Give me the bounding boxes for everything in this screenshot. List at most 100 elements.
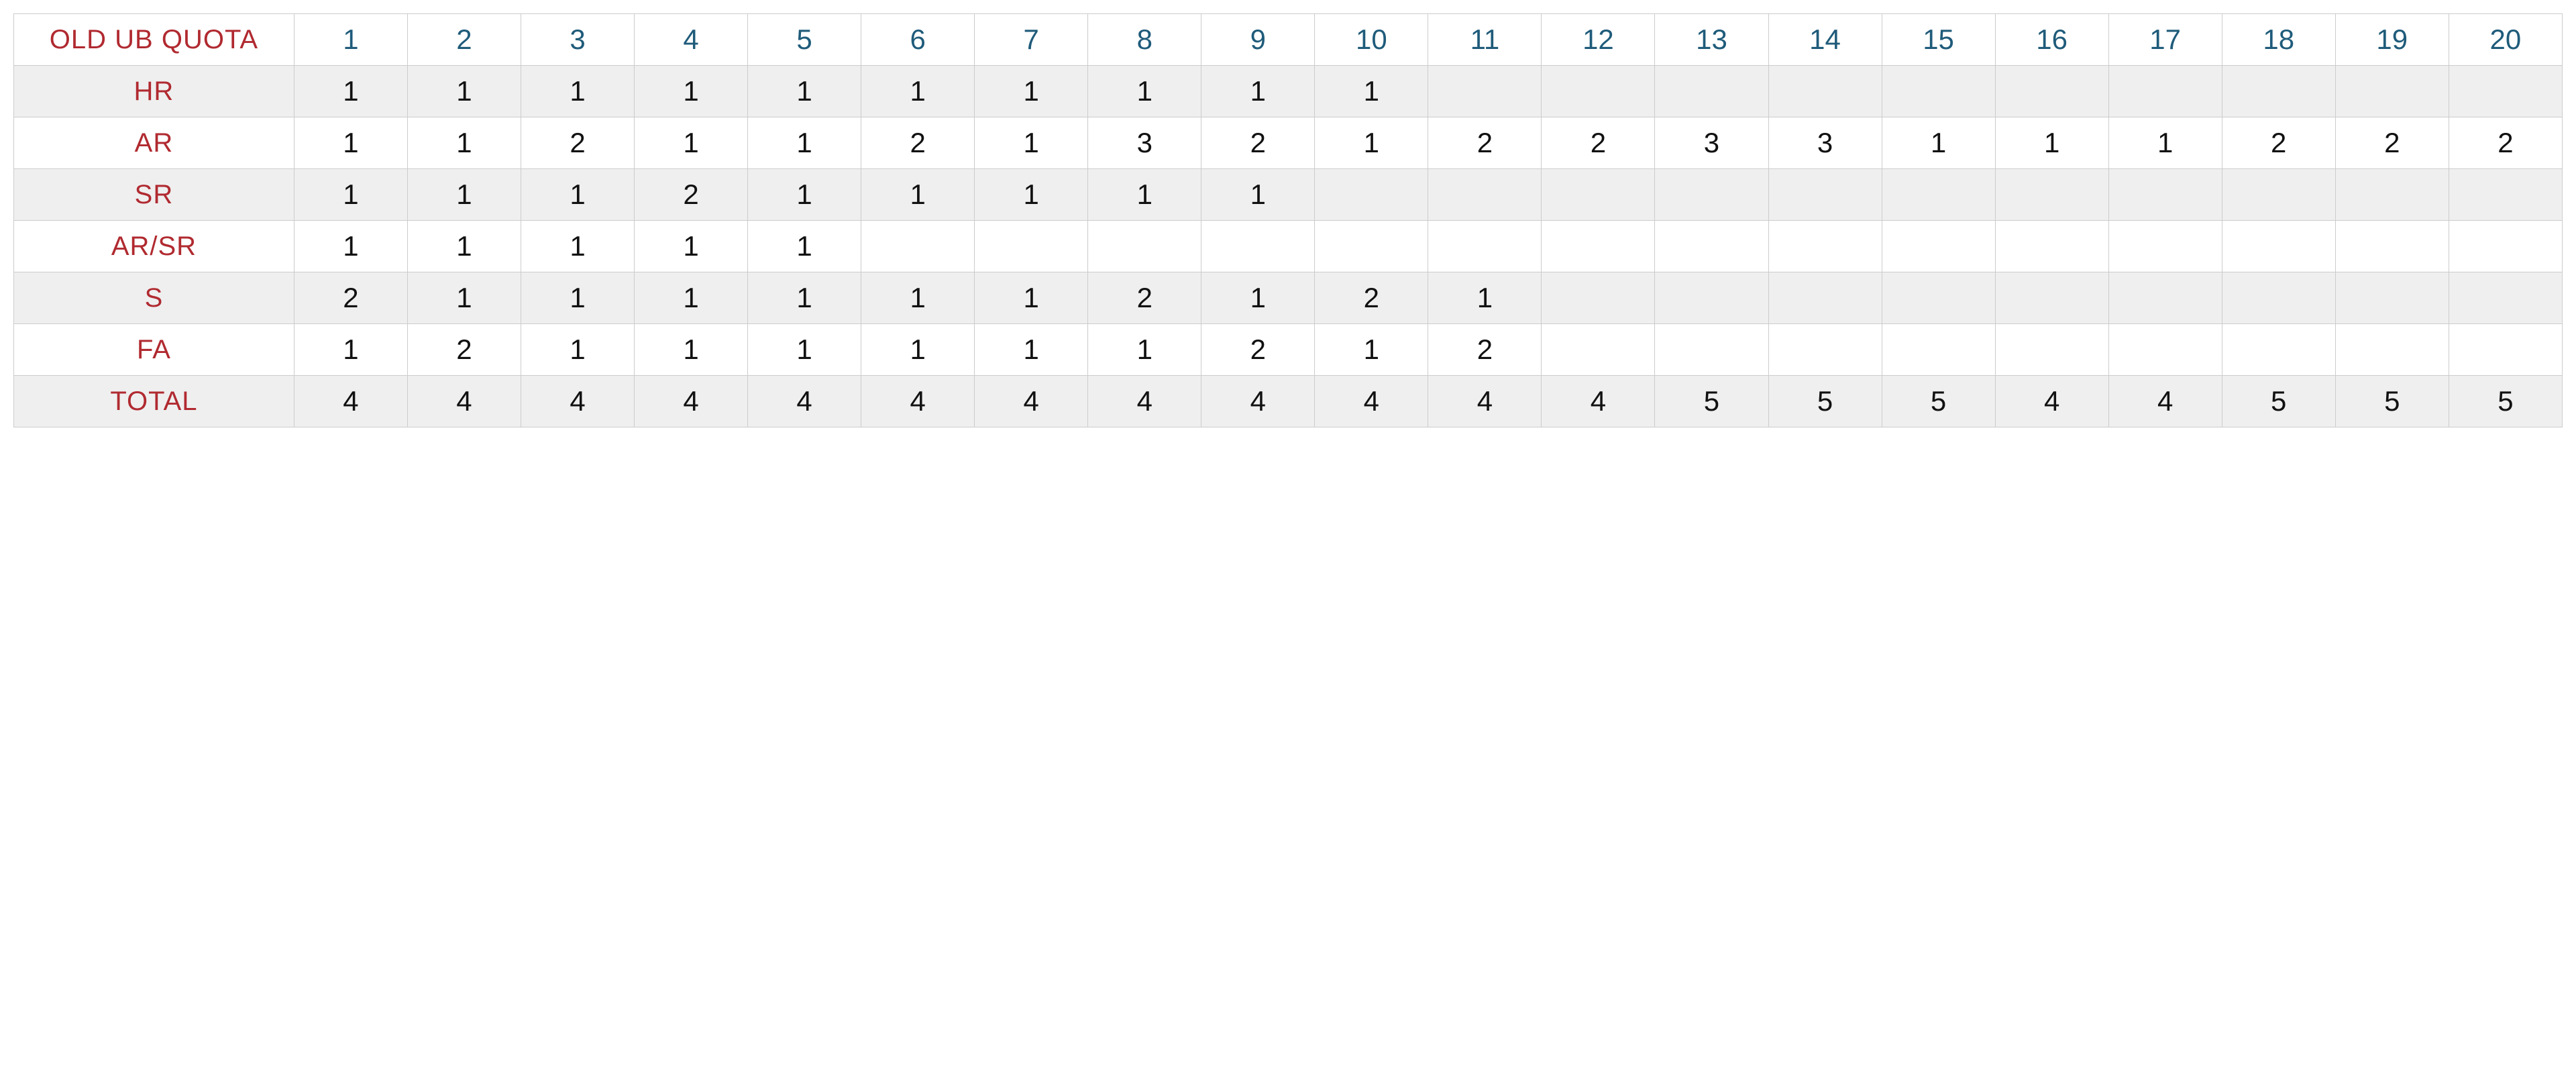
data-cell bbox=[2222, 66, 2335, 117]
data-cell bbox=[1655, 221, 1768, 272]
data-cell: 4 bbox=[2108, 376, 2222, 427]
data-cell: 2 bbox=[2222, 117, 2335, 169]
data-cell: 2 bbox=[294, 272, 407, 324]
data-cell bbox=[1768, 66, 1882, 117]
data-cell bbox=[1882, 272, 1995, 324]
column-header: 6 bbox=[861, 14, 975, 66]
column-header: 15 bbox=[1882, 14, 1995, 66]
data-cell bbox=[2108, 221, 2222, 272]
data-cell: 1 bbox=[1315, 117, 1428, 169]
data-cell: 4 bbox=[1088, 376, 1201, 427]
data-cell: 1 bbox=[521, 324, 634, 376]
data-cell: 1 bbox=[748, 117, 861, 169]
data-cell: 1 bbox=[975, 272, 1088, 324]
data-cell: 3 bbox=[1088, 117, 1201, 169]
data-cell: 4 bbox=[1201, 376, 1315, 427]
data-cell: 1 bbox=[635, 221, 748, 272]
data-cell bbox=[1655, 66, 1768, 117]
data-cell bbox=[1995, 169, 2108, 221]
data-cell: 1 bbox=[975, 66, 1088, 117]
data-cell bbox=[1882, 66, 1995, 117]
data-cell: 4 bbox=[1542, 376, 1655, 427]
data-cell bbox=[1428, 221, 1542, 272]
data-cell: 2 bbox=[861, 117, 975, 169]
data-cell: 1 bbox=[975, 169, 1088, 221]
quota-table: OLD UB QUOTA 123456789101112131415161718… bbox=[13, 13, 2563, 427]
data-cell: 1 bbox=[1201, 169, 1315, 221]
row-label: SR bbox=[14, 169, 294, 221]
data-cell: 1 bbox=[1088, 66, 1201, 117]
data-cell: 1 bbox=[975, 117, 1088, 169]
column-header: 4 bbox=[635, 14, 748, 66]
data-cell: 2 bbox=[635, 169, 748, 221]
column-header: 12 bbox=[1542, 14, 1655, 66]
data-cell: 1 bbox=[294, 221, 407, 272]
data-cell bbox=[2449, 221, 2562, 272]
data-cell bbox=[975, 221, 1088, 272]
data-cell: 4 bbox=[748, 376, 861, 427]
data-cell: 4 bbox=[861, 376, 975, 427]
data-cell bbox=[1088, 221, 1201, 272]
column-header: 5 bbox=[748, 14, 861, 66]
table-row: TOTAL44444444444455544555 bbox=[14, 376, 2563, 427]
data-cell: 1 bbox=[1088, 324, 1201, 376]
column-header: 18 bbox=[2222, 14, 2335, 66]
data-cell: 1 bbox=[407, 221, 521, 272]
table-row: FA12111111212 bbox=[14, 324, 2563, 376]
data-cell bbox=[2108, 324, 2222, 376]
table-header-row: OLD UB QUOTA 123456789101112131415161718… bbox=[14, 14, 2563, 66]
data-cell bbox=[1768, 169, 1882, 221]
data-cell: 1 bbox=[635, 117, 748, 169]
data-cell bbox=[2222, 221, 2335, 272]
row-label: S bbox=[14, 272, 294, 324]
column-header: 19 bbox=[2335, 14, 2449, 66]
table-row: HR1111111111 bbox=[14, 66, 2563, 117]
data-cell: 1 bbox=[1882, 117, 1995, 169]
row-label: AR/SR bbox=[14, 221, 294, 272]
column-header: 7 bbox=[975, 14, 1088, 66]
data-cell: 2 bbox=[1428, 117, 1542, 169]
data-cell: 2 bbox=[521, 117, 634, 169]
data-cell bbox=[1428, 169, 1542, 221]
data-cell bbox=[2222, 169, 2335, 221]
data-cell: 1 bbox=[294, 169, 407, 221]
data-cell: 4 bbox=[521, 376, 634, 427]
data-cell bbox=[2449, 169, 2562, 221]
data-cell: 2 bbox=[1542, 117, 1655, 169]
data-cell: 1 bbox=[407, 117, 521, 169]
data-cell: 1 bbox=[861, 324, 975, 376]
data-cell: 1 bbox=[521, 169, 634, 221]
data-cell bbox=[2222, 324, 2335, 376]
data-cell bbox=[1655, 272, 1768, 324]
data-cell: 1 bbox=[748, 66, 861, 117]
table-body: HR1111111111AR11211213212233111222SR1112… bbox=[14, 66, 2563, 427]
data-cell bbox=[1655, 169, 1768, 221]
data-cell: 1 bbox=[294, 66, 407, 117]
table-row: AR/SR11111 bbox=[14, 221, 2563, 272]
data-cell bbox=[1542, 66, 1655, 117]
data-cell bbox=[861, 221, 975, 272]
column-header: 3 bbox=[521, 14, 634, 66]
data-cell: 1 bbox=[407, 169, 521, 221]
data-cell: 1 bbox=[748, 324, 861, 376]
data-cell bbox=[2335, 169, 2449, 221]
data-cell bbox=[1201, 221, 1315, 272]
data-cell bbox=[2108, 272, 2222, 324]
data-cell: 4 bbox=[294, 376, 407, 427]
table-row: SR111211111 bbox=[14, 169, 2563, 221]
data-cell bbox=[1542, 272, 1655, 324]
row-label: AR bbox=[14, 117, 294, 169]
column-header: 20 bbox=[2449, 14, 2562, 66]
data-cell bbox=[2449, 324, 2562, 376]
data-cell: 5 bbox=[2222, 376, 2335, 427]
data-cell: 1 bbox=[635, 66, 748, 117]
data-cell bbox=[1542, 221, 1655, 272]
data-cell: 1 bbox=[521, 272, 634, 324]
data-cell: 1 bbox=[1315, 66, 1428, 117]
data-cell bbox=[2335, 324, 2449, 376]
column-header: 13 bbox=[1655, 14, 1768, 66]
data-cell: 1 bbox=[294, 117, 407, 169]
row-label: TOTAL bbox=[14, 376, 294, 427]
table-row: S21111112121 bbox=[14, 272, 2563, 324]
data-cell: 1 bbox=[1315, 324, 1428, 376]
